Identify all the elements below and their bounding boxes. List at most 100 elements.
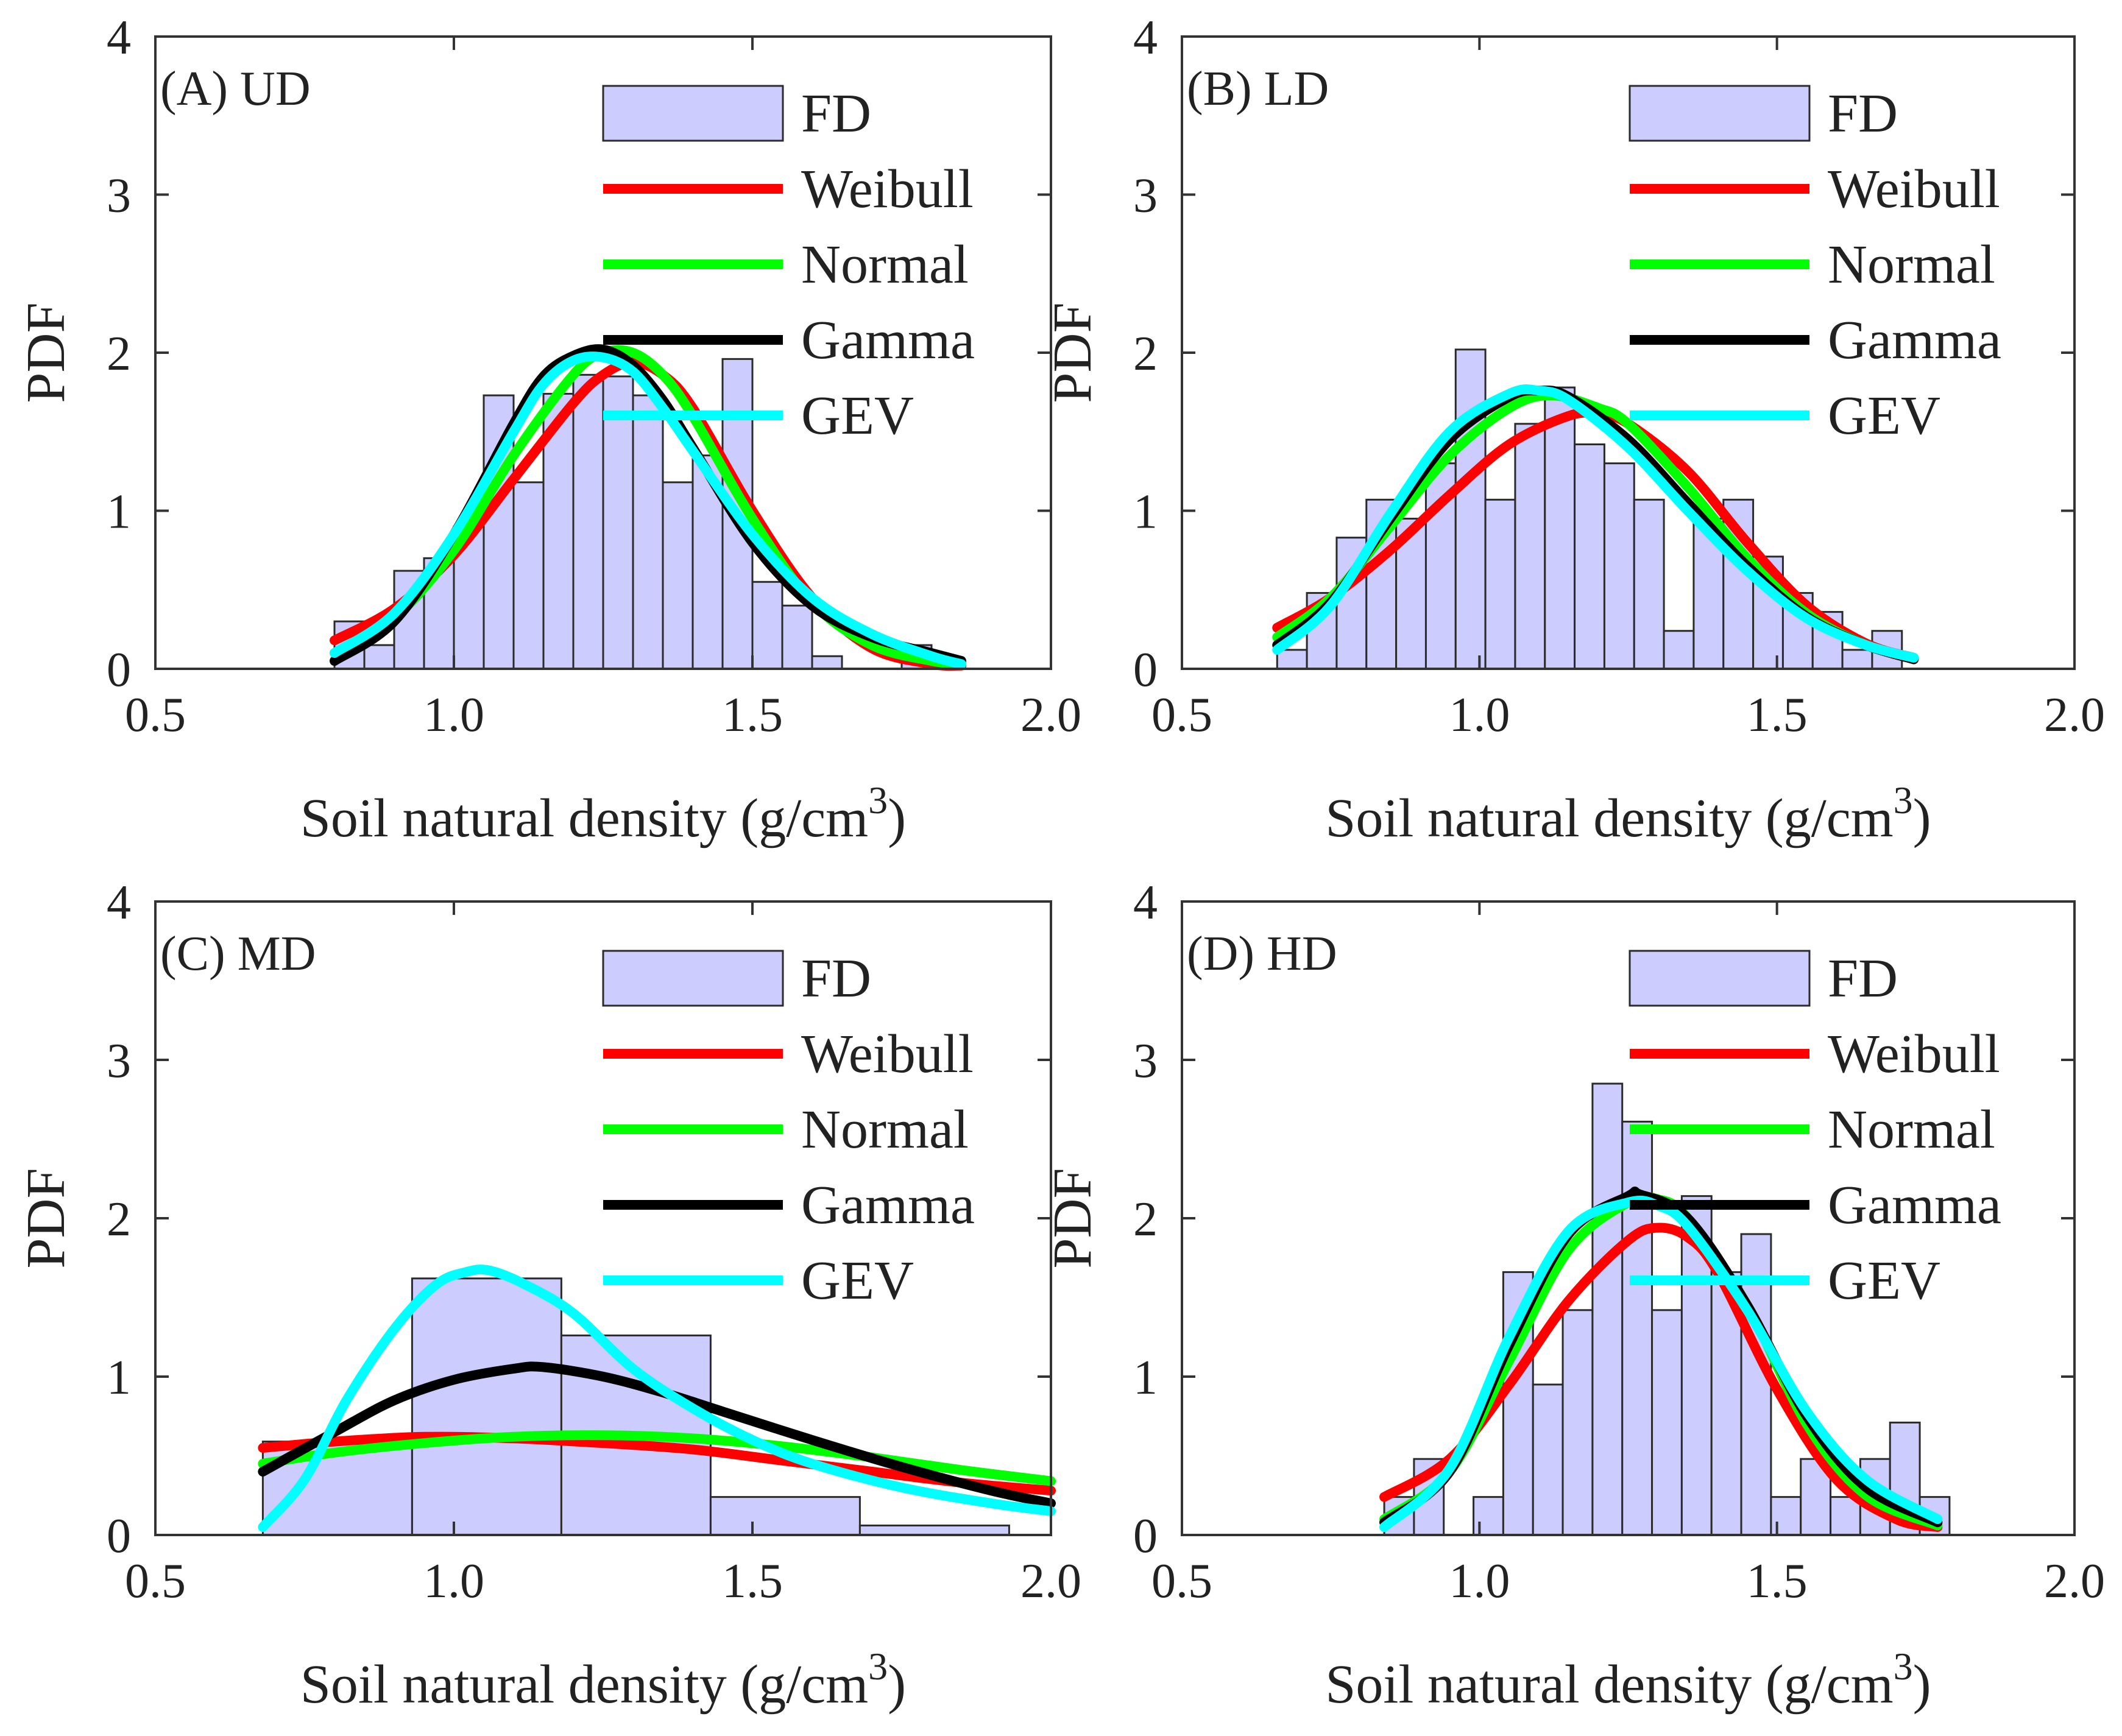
x-tick-label: 2.0 xyxy=(1020,688,1081,742)
histogram-bar xyxy=(1454,348,1487,670)
panel-title: (D) HD xyxy=(1187,927,1337,981)
histogram-bar xyxy=(512,481,545,670)
histogram-bar xyxy=(1830,1496,1861,1536)
histogram-bar xyxy=(1591,1082,1624,1536)
histogram-bar xyxy=(1770,1496,1802,1536)
x-tick-label: 1.5 xyxy=(722,688,783,742)
y-tick-label: 0 xyxy=(107,643,131,697)
legend: FD Weibull Normal Gamma GEV xyxy=(602,948,975,1311)
y-tick-label: 2 xyxy=(107,327,131,381)
legend-label-weibull: Weibull xyxy=(801,1024,974,1084)
y-tick-label: 0 xyxy=(1133,1509,1158,1563)
panel-b: 0.5 1.0 1.5 2.0 0 1 2 3 4 Soil natural density (g… xyxy=(1042,11,2105,849)
panel-c: 0.5 1.0 1.5 2.0 0 1 2 3 4 Soil natural density (g… xyxy=(16,876,1081,1715)
curve-gamma xyxy=(258,1361,1056,1508)
y-axis-label: PDF xyxy=(1042,302,1103,403)
curve-normal xyxy=(258,1430,1056,1486)
legend-swatch-fd xyxy=(1629,950,1811,1007)
histogram-bar xyxy=(1532,1383,1564,1536)
x-axis-label: Soil natural density (g/cm3) xyxy=(1325,778,1931,849)
histogram-bar xyxy=(858,1524,1010,1536)
legend-label-weibull: Weibull xyxy=(801,159,974,219)
y-tick-label: 1 xyxy=(1133,1351,1158,1405)
x-tick-label: 1.0 xyxy=(1449,1554,1510,1608)
x-tick-label: 1.0 xyxy=(423,688,484,742)
legend-label-fd: FD xyxy=(1828,83,1898,144)
curve-weibull xyxy=(258,1431,1056,1496)
legend-label-gamma: Gamma xyxy=(801,310,975,370)
histogram-bar xyxy=(811,655,843,670)
legend-label-normal: Normal xyxy=(1828,235,1995,295)
histogram-bar xyxy=(1561,1309,1594,1536)
legend-label-normal: Normal xyxy=(801,1099,969,1160)
y-tick-label: 4 xyxy=(1133,876,1158,930)
y-tick-label: 3 xyxy=(1133,169,1158,223)
y-tick-label: 2 xyxy=(1133,1193,1158,1246)
legend-label-normal: Normal xyxy=(1828,1099,1995,1160)
histogram-bar xyxy=(781,604,813,670)
y-tick-label: 3 xyxy=(1133,1034,1158,1088)
histogram-bar xyxy=(1633,498,1665,670)
legend-label-gev: GEV xyxy=(1828,1251,1940,1311)
x-tick-label: 0.5 xyxy=(1151,688,1212,742)
histogram-bar xyxy=(632,394,664,670)
histogram-bar xyxy=(1603,462,1635,670)
legend-label-gamma: Gamma xyxy=(801,1175,975,1235)
curve-weibull xyxy=(1379,1223,1943,1532)
x-tick-label: 1.5 xyxy=(1747,688,1808,742)
x-axis-label: Soil natural density (g/cm3) xyxy=(300,778,906,849)
histogram-bar xyxy=(1484,498,1516,670)
legend-swatch-fd xyxy=(602,85,784,142)
curve-gev xyxy=(258,1265,1056,1532)
panel-title: (B) LD xyxy=(1187,62,1329,116)
histogram-bar xyxy=(1514,423,1546,670)
histogram-bar xyxy=(1663,630,1695,670)
y-tick-label: 0 xyxy=(1133,643,1158,697)
histogram-bar xyxy=(363,644,395,670)
x-tick-label: 0.5 xyxy=(125,688,186,742)
y-axis-label: PDF xyxy=(16,302,76,403)
legend-label-gamma: Gamma xyxy=(1828,1175,2001,1235)
legend: FD Weibull Normal Gamma GEV xyxy=(602,83,975,446)
legend-label-weibull: Weibull xyxy=(1828,159,2000,219)
legend: FD Weibull Normal Gamma GEV xyxy=(1629,83,2001,446)
x-tick-label: 2.0 xyxy=(2044,688,2105,742)
legend-swatch-fd xyxy=(602,950,784,1007)
y-tick-label: 2 xyxy=(107,1193,131,1246)
histogram-bar xyxy=(411,1277,562,1536)
histogram-bar xyxy=(1276,649,1308,670)
legend-label-fd: FD xyxy=(801,83,871,144)
x-tick-label: 1.0 xyxy=(423,1554,484,1608)
y-tick-label: 1 xyxy=(107,485,131,539)
y-tick-label: 1 xyxy=(1133,485,1158,539)
y-tick-label: 2 xyxy=(1133,327,1158,381)
x-tick-label: 1.5 xyxy=(722,1554,783,1608)
x-tick-label: 2.0 xyxy=(1020,1554,1081,1608)
histogram-bar xyxy=(662,481,694,670)
legend-label-fd: FD xyxy=(1828,948,1898,1009)
panel-title: (C) MD xyxy=(160,927,316,981)
x-tick-label: 1.0 xyxy=(1449,688,1510,742)
y-tick-label: 3 xyxy=(107,169,131,223)
y-tick-label: 3 xyxy=(107,1034,131,1088)
y-tick-label: 4 xyxy=(107,11,131,65)
y-axis-label: PDF xyxy=(16,1168,76,1268)
curve-gev xyxy=(330,351,966,669)
curve-gev xyxy=(1272,384,1919,663)
legend-label-gev: GEV xyxy=(801,386,914,446)
panel-a: 0.5 1.0 1.5 2.0 0 1 2 3 4 Soil natural density (g… xyxy=(16,11,1081,849)
y-axis-label: PDF xyxy=(1042,1168,1103,1268)
y-tick-label: 4 xyxy=(1133,11,1158,65)
legend-label-weibull: Weibull xyxy=(1828,1024,2000,1084)
y-tick-label: 4 xyxy=(107,876,131,930)
histogram-bar xyxy=(1621,1120,1653,1536)
y-tick-label: 0 xyxy=(107,1509,131,1563)
legend-label-fd: FD xyxy=(801,948,871,1009)
histogram-bar xyxy=(1651,1309,1683,1536)
legend-label-gev: GEV xyxy=(1828,386,1940,446)
x-tick-label: 1.5 xyxy=(1747,1554,1808,1608)
histogram-bar xyxy=(1574,443,1605,670)
x-tick-label: 0.5 xyxy=(1151,1554,1212,1608)
x-axis-label: Soil natural density (g/cm3) xyxy=(1325,1645,1931,1715)
